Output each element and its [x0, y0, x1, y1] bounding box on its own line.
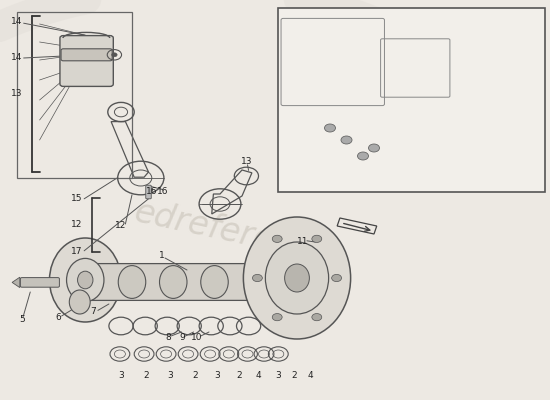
Text: 2: 2 — [192, 372, 198, 380]
Text: 8: 8 — [166, 334, 171, 342]
Ellipse shape — [118, 266, 146, 298]
Text: 3: 3 — [275, 372, 280, 380]
Text: 7: 7 — [91, 308, 96, 316]
Ellipse shape — [67, 258, 104, 302]
Text: 2: 2 — [143, 372, 148, 380]
Circle shape — [358, 152, 368, 160]
Text: 19...: 19... — [256, 262, 316, 298]
Text: 4: 4 — [256, 372, 261, 380]
Text: 11: 11 — [297, 238, 308, 246]
Text: edreferente: edreferente — [131, 195, 331, 269]
Circle shape — [272, 235, 282, 242]
Ellipse shape — [201, 266, 228, 298]
Text: 17: 17 — [71, 248, 82, 256]
Text: 2: 2 — [236, 372, 242, 380]
Ellipse shape — [78, 271, 93, 289]
Text: 12: 12 — [116, 222, 127, 230]
Circle shape — [112, 53, 117, 57]
Circle shape — [332, 274, 342, 282]
Text: 6: 6 — [55, 314, 60, 322]
FancyBboxPatch shape — [61, 49, 112, 61]
Text: 16: 16 — [146, 188, 157, 196]
Ellipse shape — [50, 238, 121, 322]
Text: 13: 13 — [10, 90, 22, 98]
Text: 18: 18 — [516, 164, 527, 172]
Text: 16: 16 — [157, 188, 168, 196]
Circle shape — [312, 314, 322, 321]
Text: 14: 14 — [10, 18, 22, 26]
Text: 9: 9 — [180, 334, 185, 342]
Text: 3: 3 — [168, 372, 173, 380]
Text: 5: 5 — [19, 316, 25, 324]
Text: 10: 10 — [191, 334, 202, 342]
Circle shape — [252, 274, 262, 282]
Circle shape — [324, 124, 336, 132]
Ellipse shape — [160, 266, 187, 298]
FancyBboxPatch shape — [82, 264, 303, 300]
Text: 3: 3 — [214, 372, 220, 380]
Ellipse shape — [265, 242, 329, 314]
Circle shape — [312, 235, 322, 242]
Circle shape — [341, 136, 352, 144]
FancyBboxPatch shape — [146, 185, 151, 199]
Polygon shape — [12, 277, 20, 288]
Text: 14: 14 — [10, 54, 22, 62]
Circle shape — [368, 144, 379, 152]
Ellipse shape — [243, 217, 351, 339]
Text: 15: 15 — [71, 194, 82, 203]
Text: 3: 3 — [118, 372, 124, 380]
FancyBboxPatch shape — [20, 278, 59, 287]
Text: 1: 1 — [160, 252, 165, 260]
Circle shape — [272, 314, 282, 321]
Text: 2: 2 — [292, 372, 297, 380]
Text: 4: 4 — [308, 372, 314, 380]
Ellipse shape — [285, 264, 309, 292]
Text: 13: 13 — [241, 158, 252, 166]
FancyBboxPatch shape — [278, 8, 544, 192]
Text: 12: 12 — [71, 220, 82, 229]
FancyBboxPatch shape — [60, 36, 113, 86]
Ellipse shape — [69, 290, 90, 314]
